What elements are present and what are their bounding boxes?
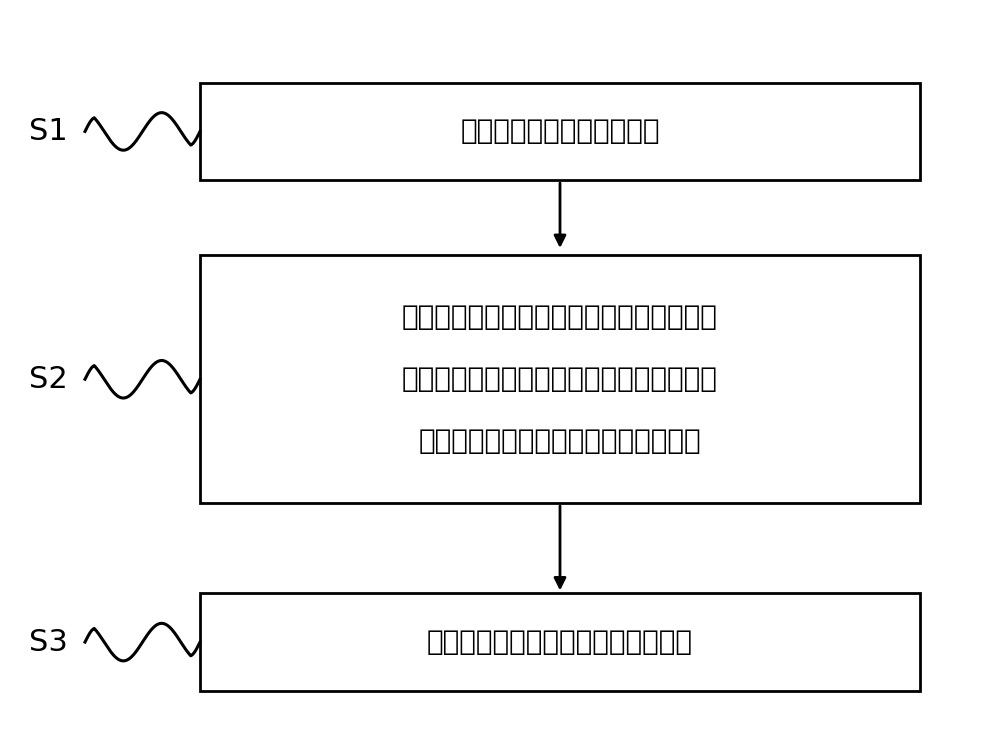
Bar: [200, 83, 920, 180]
Text: 交直流微网削峰填谷，按照计划曲线模式，: 交直流微网削峰填谷，按照计划曲线模式，: [402, 303, 718, 331]
Text: 交直流微网并网和离网状态自由转换: 交直流微网并网和离网状态自由转换: [427, 628, 693, 656]
Text: 通过计划曲线的充放电时段以及各充放电时: 通过计划曲线的充放电时段以及各充放电时: [402, 365, 718, 394]
Bar: [200, 593, 920, 691]
Text: S3: S3: [29, 628, 67, 656]
Text: 段对应的充放电功率值进行充放电控制: 段对应的充放电功率值进行充放电控制: [419, 427, 701, 455]
Text: S1: S1: [29, 117, 67, 146]
Text: S2: S2: [29, 365, 67, 394]
Text: 微能网分布式能源就地消纳: 微能网分布式能源就地消纳: [460, 117, 660, 146]
Bar: [200, 255, 920, 503]
